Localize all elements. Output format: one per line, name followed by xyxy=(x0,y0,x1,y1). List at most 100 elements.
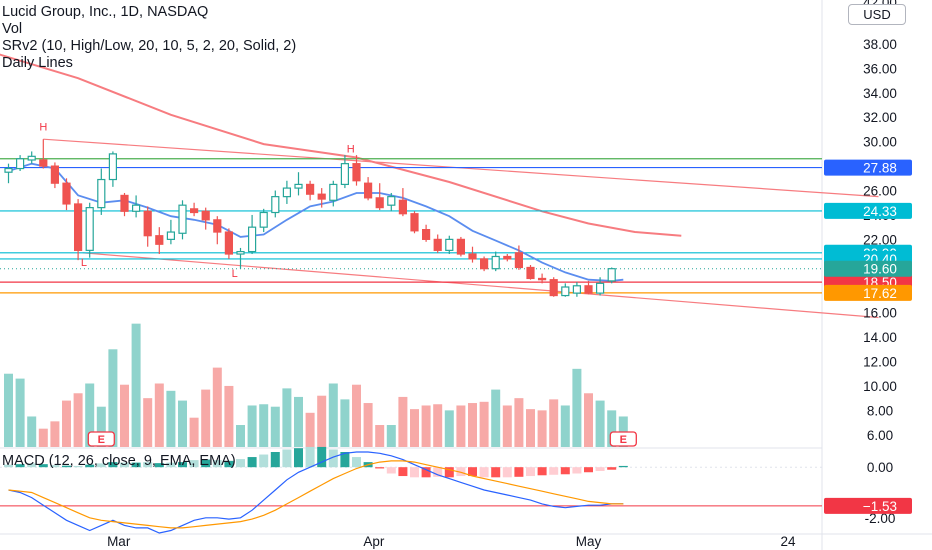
candle-body[interactable] xyxy=(445,238,454,251)
hl-markers: H H L L E E xyxy=(39,122,637,447)
candle-body[interactable] xyxy=(132,204,141,212)
earnings-badge[interactable]: E xyxy=(609,431,637,447)
candle-body[interactable] xyxy=(50,165,60,184)
candle-body[interactable] xyxy=(410,213,419,232)
candle-body[interactable] xyxy=(27,155,36,161)
candle-body[interactable] xyxy=(572,285,582,294)
candle-body[interactable] xyxy=(595,282,605,294)
volume-bar xyxy=(410,409,419,447)
volume-bar xyxy=(363,403,373,447)
macd-histogram-bar xyxy=(502,467,512,478)
srv2-legend[interactable]: SRv2 (10, High/Low, 20, 10, 5, 2, 20, So… xyxy=(2,38,297,54)
candle-body[interactable] xyxy=(224,231,233,255)
macd-histogram-bar xyxy=(247,457,257,468)
volume-bar xyxy=(572,368,582,447)
macd-histogram-bar xyxy=(270,452,280,468)
candle-body[interactable] xyxy=(317,193,326,200)
candle-body[interactable] xyxy=(306,183,315,195)
volume-bar xyxy=(491,389,501,447)
candle-body[interactable] xyxy=(387,196,396,206)
candle-body[interactable] xyxy=(503,255,512,260)
candle-body[interactable] xyxy=(108,153,118,181)
candle-body[interactable] xyxy=(491,255,500,270)
candle-body[interactable] xyxy=(259,211,268,228)
candle-body[interactable] xyxy=(4,167,13,173)
candle-body[interactable] xyxy=(248,226,257,253)
candle-body[interactable] xyxy=(398,199,407,215)
candle-body[interactable] xyxy=(329,183,338,201)
candle-body[interactable] xyxy=(282,187,291,198)
candle-body[interactable] xyxy=(166,231,175,240)
candle-body[interactable] xyxy=(433,238,442,251)
candle-body[interactable] xyxy=(514,252,524,269)
candle-body[interactable] xyxy=(375,197,384,209)
volume-bar xyxy=(352,384,361,447)
candle-body[interactable] xyxy=(364,182,373,199)
candle-body[interactable] xyxy=(468,253,477,260)
candle-body[interactable] xyxy=(213,219,222,233)
volume-bar xyxy=(236,425,245,447)
volume-bar xyxy=(421,405,431,447)
macd-pane[interactable] xyxy=(0,446,822,534)
candle-body[interactable] xyxy=(561,286,570,297)
volume-bar xyxy=(305,412,315,447)
price-tick-label: 26.00 xyxy=(863,184,897,199)
macd-histogram-bar xyxy=(444,467,454,478)
price-tick-label: 14.00 xyxy=(863,330,897,345)
candle-body[interactable] xyxy=(155,235,164,245)
trend-line xyxy=(82,252,879,319)
candle-body[interactable] xyxy=(584,285,593,294)
candle-body[interactable] xyxy=(352,163,361,182)
volume-bar xyxy=(398,396,408,447)
candle-body[interactable] xyxy=(422,229,431,240)
price-tick-label: 12.00 xyxy=(863,355,897,370)
volume-bar xyxy=(328,383,338,447)
candle-body[interactable] xyxy=(236,250,245,255)
macd-histogram-bar xyxy=(433,467,443,477)
candle-body[interactable] xyxy=(178,204,187,234)
price-tag: 19.60 xyxy=(863,262,897,277)
earnings-badge[interactable]: E xyxy=(87,431,115,447)
candle-body[interactable] xyxy=(62,182,71,205)
candle-body[interactable] xyxy=(526,266,535,280)
candle-body[interactable] xyxy=(190,208,199,214)
macd-histogram-bar xyxy=(62,465,71,468)
volume-bar xyxy=(340,399,350,447)
trend-line xyxy=(0,53,682,237)
macd-histogram-bar xyxy=(572,467,582,474)
candle-body[interactable] xyxy=(340,163,349,186)
candle-body[interactable] xyxy=(480,258,489,270)
candle-body[interactable] xyxy=(39,159,48,167)
macd-histogram-bar xyxy=(201,459,211,468)
currency-badge[interactable]: USD xyxy=(848,4,906,25)
daily-lines-legend[interactable]: Daily Lines xyxy=(2,55,73,71)
candle-body[interactable] xyxy=(271,196,280,214)
volume-bar xyxy=(143,398,153,447)
candlesticks[interactable] xyxy=(4,139,616,297)
macd-legend[interactable]: MACD (12, 26, close, 9, EMA, EMA) xyxy=(2,453,236,469)
candle-body[interactable] xyxy=(607,268,616,282)
price-tick-label: 30.00 xyxy=(863,135,897,150)
candle-body[interactable] xyxy=(120,194,129,212)
volume-legend[interactable]: Vol xyxy=(2,21,23,37)
volume-bar xyxy=(120,384,129,447)
macd-histogram-bar xyxy=(108,462,118,468)
price-tick-label: 22.00 xyxy=(863,232,897,247)
macd-histogram-bar xyxy=(386,467,396,474)
candle-body[interactable] xyxy=(549,279,558,297)
candle-body[interactable] xyxy=(294,183,303,189)
candle-body[interactable] xyxy=(201,210,210,221)
volume-bar xyxy=(50,421,60,447)
macd-histogram-bar xyxy=(236,459,245,468)
candle-body[interactable] xyxy=(97,178,106,209)
time-axis[interactable]: Mar Apr May 24 xyxy=(107,534,796,549)
candle-body[interactable] xyxy=(16,158,25,170)
candle-body[interactable] xyxy=(143,210,152,237)
candle-body[interactable] xyxy=(537,277,547,281)
symbol-title[interactable]: Lucid Group, Inc., 1D, NASDAQ xyxy=(2,4,209,20)
candle-body[interactable] xyxy=(85,207,94,251)
candle-body[interactable] xyxy=(73,203,83,251)
candle-body[interactable] xyxy=(456,238,465,255)
